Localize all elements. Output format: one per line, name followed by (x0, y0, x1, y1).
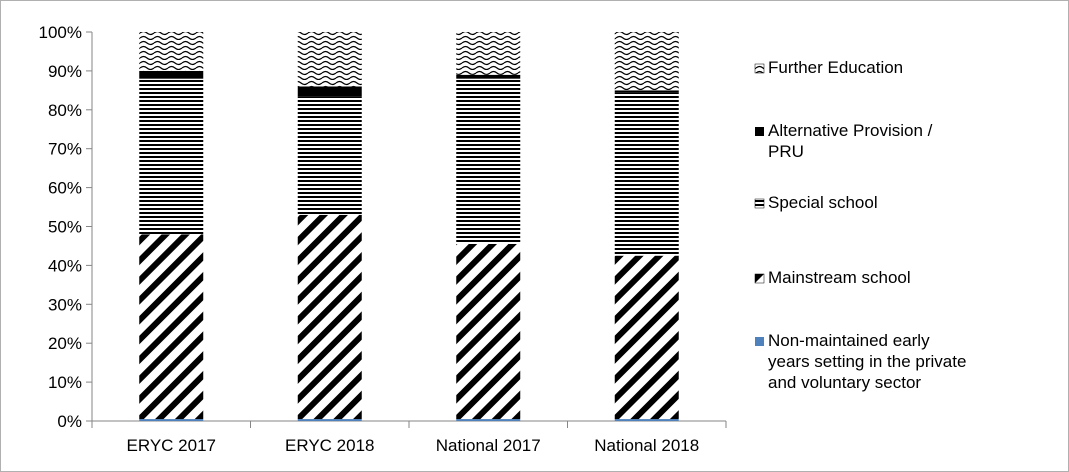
bar-segment (139, 70, 204, 79)
y-tick-label: 40% (48, 256, 82, 275)
bar-segment (456, 419, 521, 421)
legend-item: Special school (754, 193, 878, 212)
bars (139, 32, 679, 421)
bar-segment (614, 255, 679, 420)
legend-marker (754, 198, 765, 209)
bar-segment (297, 96, 362, 215)
bar-stack (297, 32, 362, 421)
bar-segment (139, 419, 204, 421)
legend-label: Non-maintained early (768, 331, 930, 350)
y-axis: 0% 10% 20% 30% 40% 50% 60% 70% 80% 90% 100% (39, 23, 93, 431)
legend-item: Non-maintained early years setting in the… (755, 331, 966, 392)
legend-label: Mainstream school (768, 268, 911, 287)
legend-marker (754, 63, 765, 74)
y-tick-label: 10% (48, 373, 82, 392)
bar-segment (614, 32, 679, 91)
legend-label: Special school (768, 193, 878, 212)
legend-item: Alternative Provision / PRU (755, 121, 933, 161)
bar-segment (456, 78, 521, 245)
bar-segment (456, 74, 521, 79)
y-tick-label: 90% (48, 62, 82, 81)
bar-segment (139, 32, 204, 71)
legend-label: PRU (768, 142, 804, 161)
legend: Further Education Alternative Provision /… (754, 58, 966, 392)
y-tick-label: 0% (57, 412, 82, 431)
bar-segment (297, 32, 362, 87)
y-tick-label: 100% (39, 23, 82, 42)
x-tick-label: ERYC 2017 (127, 436, 216, 455)
x-tick-label: ERYC 2018 (285, 436, 374, 455)
y-tick-label: 50% (48, 218, 82, 237)
bar-segment (456, 244, 521, 420)
legend-marker (755, 127, 764, 136)
bar-segment (614, 92, 679, 256)
bar-stack (456, 32, 521, 421)
legend-item: Mainstream school (754, 268, 911, 287)
x-tick-label: National 2018 (594, 436, 699, 455)
legend-marker (754, 273, 765, 284)
bar-segment (456, 32, 521, 75)
legend-label: years setting in the private (768, 352, 966, 371)
legend-item: Further Education (754, 58, 903, 77)
y-tick-label: 20% (48, 334, 82, 353)
x-axis: ERYC 2017 ERYC 2018 National 2017 National … (91, 420, 727, 455)
legend-label: Further Education (768, 58, 903, 77)
bar-segment (297, 214, 362, 420)
y-tick-label: 30% (48, 295, 82, 314)
y-tick-label: 70% (48, 140, 82, 159)
y-tick-label: 60% (48, 179, 82, 198)
legend-label: Alternative Provision / (768, 121, 933, 140)
bar-segment (614, 419, 679, 421)
legend-label: and voluntary sector (768, 373, 921, 392)
bar-segment (139, 234, 204, 420)
bar-segment (297, 86, 362, 97)
legend-marker (755, 337, 764, 346)
x-tick-label: National 2017 (436, 436, 541, 455)
bar-stack (139, 32, 204, 421)
bar-segment (297, 419, 362, 421)
bar-stack (614, 32, 679, 421)
bar-segment (139, 78, 204, 235)
y-tick-label: 80% (48, 101, 82, 120)
bar-segment (614, 90, 679, 93)
